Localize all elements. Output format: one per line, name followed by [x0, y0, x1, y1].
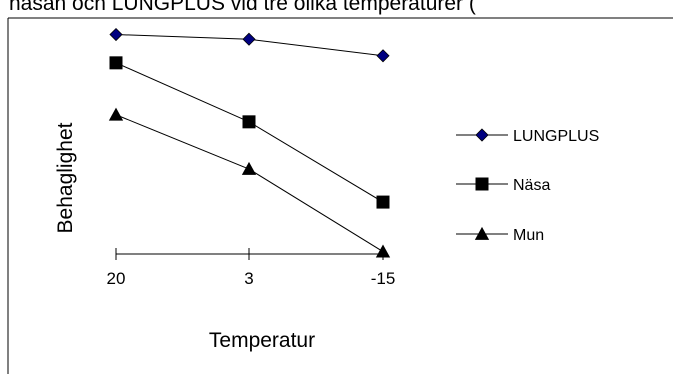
data-point-lungplus — [109, 27, 123, 42]
x-axis-ticks: 20 3 -15 — [107, 248, 396, 288]
data-point-mun — [241, 161, 257, 175]
series-line-mun — [115, 114, 384, 253]
legend-label-lungplus: LUNGPLUS — [513, 128, 599, 145]
series-line-n-sa — [115, 62, 384, 203]
legend-marker-n-sa — [475, 177, 489, 191]
y-axis-label: Behaglighet — [54, 122, 77, 233]
data-point-lungplus — [376, 49, 390, 63]
legend-label-mun: Mun — [513, 227, 544, 244]
legend-marker-lungplus — [475, 128, 489, 142]
data-point-n-sa — [376, 195, 390, 209]
x-tick-label: 20 — [107, 269, 126, 288]
data-point-mun — [375, 244, 391, 258]
legend-label-n-sa: Näsa — [513, 177, 550, 194]
legend-marker-mun — [474, 226, 490, 240]
data-point-lungplus — [242, 32, 256, 46]
x-tick-label: -15 — [371, 269, 396, 288]
data-point-n-sa — [242, 115, 256, 129]
x-tick-label: 3 — [244, 269, 253, 288]
chart-title: näsan och LUNGPLUS vid tre olika tempera… — [9, 0, 476, 15]
data-point-n-sa — [109, 56, 123, 70]
legend: LUNGPLUS Näsa Mun — [456, 128, 599, 244]
series-layer — [108, 27, 391, 258]
data-point-mun — [108, 107, 124, 121]
x-axis-label: Temperatur — [209, 329, 315, 352]
